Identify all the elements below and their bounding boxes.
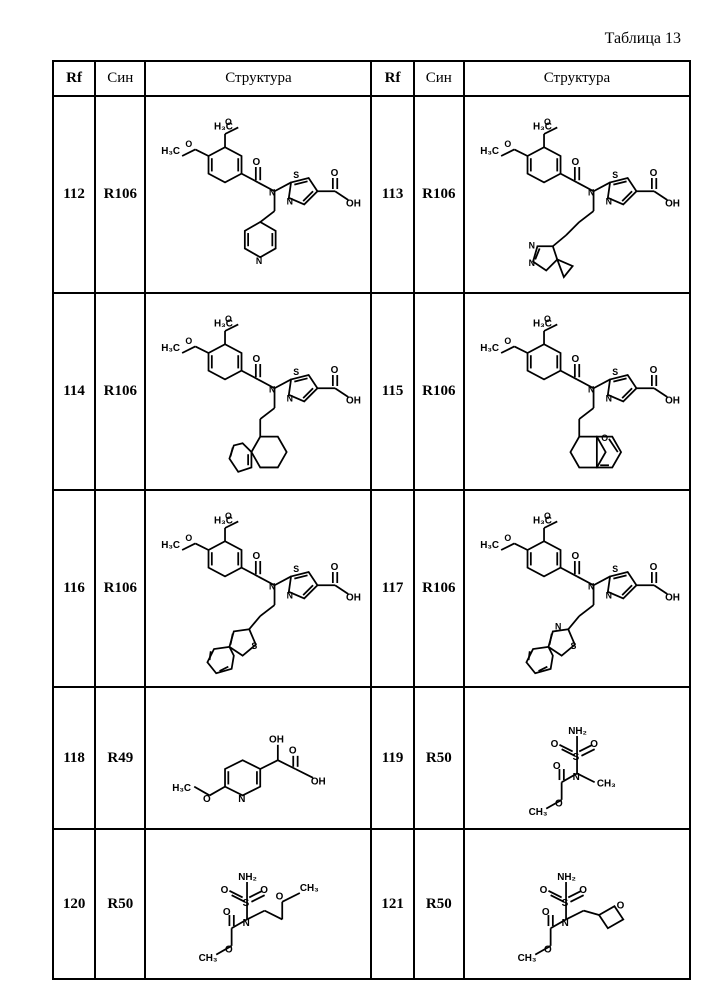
table-row: 114R106115R106 [53, 293, 690, 490]
chem-structure-icon [467, 495, 687, 682]
syn-cell: R106 [414, 293, 464, 490]
rf-cell: 115 [371, 293, 413, 490]
col-head-rf: Rf [371, 61, 413, 96]
col-head-struct: Структура [464, 61, 690, 96]
rf-cell: 121 [371, 829, 413, 979]
chem-structure-icon [467, 692, 687, 824]
chem-structure-icon [148, 495, 368, 682]
chem-structure-icon [467, 298, 687, 485]
table-header-row: Rf Син Структура Rf Син Структура [53, 61, 690, 96]
syn-cell: R106 [414, 96, 464, 293]
rf-cell: 114 [53, 293, 95, 490]
structure-cell [464, 490, 690, 687]
syn-cell: R50 [414, 829, 464, 979]
chem-structure-icon [148, 838, 368, 970]
chem-structure-icon [148, 298, 368, 485]
rf-cell: 113 [371, 96, 413, 293]
rf-cell: 120 [53, 829, 95, 979]
rf-cell: 116 [53, 490, 95, 687]
table-row: 120R50121R50 [53, 829, 690, 979]
syn-cell: R106 [95, 96, 145, 293]
table-row: 116R106117R106 [53, 490, 690, 687]
structure-cell [145, 96, 371, 293]
rf-cell: 118 [53, 687, 95, 829]
compound-table: Rf Син Структура Rf Син Структура 112R10… [52, 60, 691, 980]
table-caption: Таблица 13 [52, 30, 691, 48]
structure-cell [464, 293, 690, 490]
syn-cell: R49 [95, 687, 145, 829]
rf-cell: 117 [371, 490, 413, 687]
syn-cell: R106 [95, 293, 145, 490]
structure-cell [464, 829, 690, 979]
col-head-rf: Rf [53, 61, 95, 96]
syn-cell: R50 [95, 829, 145, 979]
rf-cell: 112 [53, 96, 95, 293]
table-row: 112R106113R106 [53, 96, 690, 293]
rf-cell: 119 [371, 687, 413, 829]
table-body: 112R106113R106114R106115R106116R106117R1… [53, 96, 690, 979]
structure-cell [145, 829, 371, 979]
col-head-syn: Син [95, 61, 145, 96]
structure-cell [145, 293, 371, 490]
chem-structure-icon [467, 838, 687, 970]
syn-cell: R106 [95, 490, 145, 687]
structure-cell [464, 96, 690, 293]
structure-cell [145, 490, 371, 687]
structure-cell [464, 687, 690, 829]
syn-cell: R50 [414, 687, 464, 829]
chem-structure-icon [148, 692, 368, 824]
syn-cell: R106 [414, 490, 464, 687]
chem-structure-icon [148, 101, 368, 288]
col-head-syn: Син [414, 61, 464, 96]
structure-cell [145, 687, 371, 829]
col-head-struct: Структура [145, 61, 371, 96]
table-row: 118R49 119R50 [53, 687, 690, 829]
chem-structure-icon [467, 101, 687, 288]
